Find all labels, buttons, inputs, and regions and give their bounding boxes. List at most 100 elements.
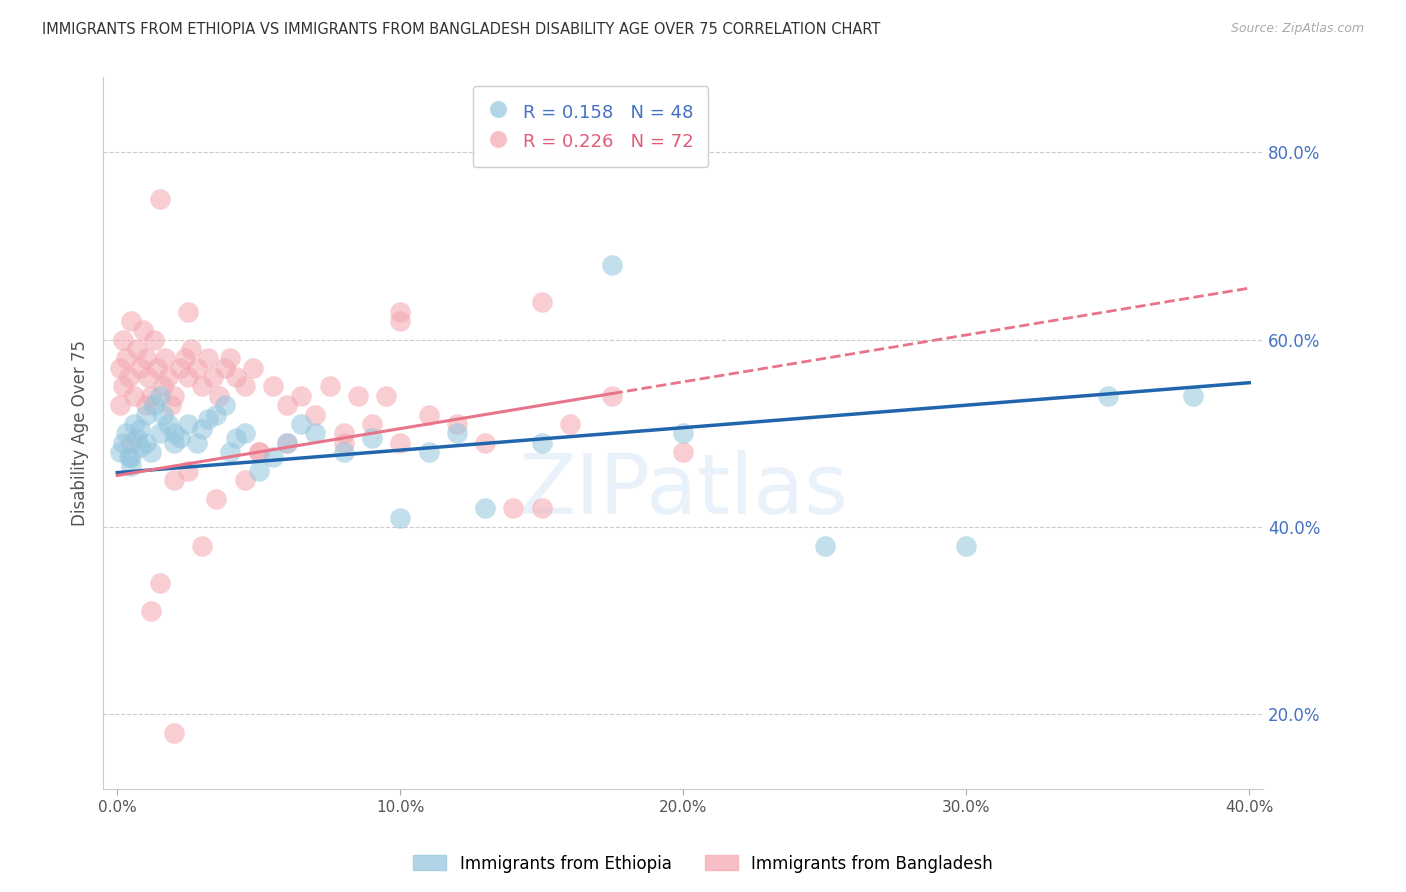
Point [233,473,256,487]
Point [225,431,247,445]
Point [122,417,145,431]
Point [152,379,174,393]
Point [132,323,155,337]
Point [276,435,298,450]
Point [205,408,228,422]
Point [1181,389,1204,403]
Point [174,351,197,366]
Point [120,314,142,328]
Legend: R = 0.158   N = 48, R = 0.226   N = 72: R = 0.158 N = 48, R = 0.226 N = 72 [472,87,709,167]
Point [672,426,695,441]
Point [143,333,166,347]
Point [474,435,496,450]
Point [127,431,149,445]
Point [138,370,160,384]
Point [446,426,468,441]
Point [149,576,172,591]
Point [160,398,183,412]
Point [558,417,581,431]
Point [1097,389,1119,403]
Point [247,464,270,478]
Legend: Immigrants from Ethiopia, Immigrants from Bangladesh: Immigrants from Ethiopia, Immigrants fro… [406,848,1000,880]
Point [122,389,145,403]
Point [117,370,139,384]
Point [152,408,174,422]
Point [346,389,368,403]
Point [108,360,131,375]
Text: IMMIGRANTS FROM ETHIOPIA VS IMMIGRANTS FROM BANGLADESH DISABILITY AGE OVER 75 CO: IMMIGRANTS FROM ETHIOPIA VS IMMIGRANTS F… [42,22,880,37]
Point [955,539,977,553]
Point [361,431,384,445]
Text: ZIPatlas: ZIPatlas [519,450,848,531]
Point [219,445,242,459]
Point [304,426,326,441]
Point [304,408,326,422]
Point [225,370,247,384]
Point [276,398,298,412]
Point [169,431,191,445]
Point [157,370,180,384]
Point [114,426,136,441]
Point [242,360,264,375]
Point [177,304,200,318]
Point [120,458,142,473]
Point [208,389,231,403]
Point [247,445,270,459]
Point [120,435,142,450]
Point [530,501,553,516]
Point [149,389,172,403]
Point [108,445,131,459]
Point [177,417,200,431]
Point [129,360,152,375]
Point [214,360,236,375]
Point [177,370,200,384]
Point [602,389,624,403]
Point [262,379,284,393]
Point [197,351,219,366]
Point [149,192,172,206]
Point [233,426,256,441]
Point [814,539,837,553]
Point [602,258,624,272]
Point [332,445,354,459]
Point [375,389,398,403]
Point [290,389,312,403]
Point [169,360,191,375]
Point [135,435,157,450]
Point [361,417,384,431]
Point [446,417,468,431]
Point [247,445,270,459]
Point [129,422,152,436]
Point [276,435,298,450]
Point [163,726,186,740]
Point [389,510,412,524]
Point [530,435,553,450]
Point [191,539,214,553]
Point [205,491,228,506]
Point [418,408,440,422]
Point [117,450,139,464]
Point [474,501,496,516]
Point [141,389,163,403]
Point [219,351,242,366]
Point [163,435,186,450]
Point [262,450,284,464]
Point [114,351,136,366]
Point [186,435,208,450]
Point [155,351,177,366]
Text: Source: ZipAtlas.com: Source: ZipAtlas.com [1230,22,1364,36]
Point [111,435,134,450]
Point [332,426,354,441]
Point [202,370,225,384]
Point [135,408,157,422]
Point [186,360,208,375]
Point [135,351,157,366]
Point [180,342,202,356]
Point [332,435,354,450]
Point [191,422,214,436]
Point [502,501,524,516]
Point [530,295,553,310]
Point [290,417,312,431]
Point [129,441,152,455]
Point [146,360,169,375]
